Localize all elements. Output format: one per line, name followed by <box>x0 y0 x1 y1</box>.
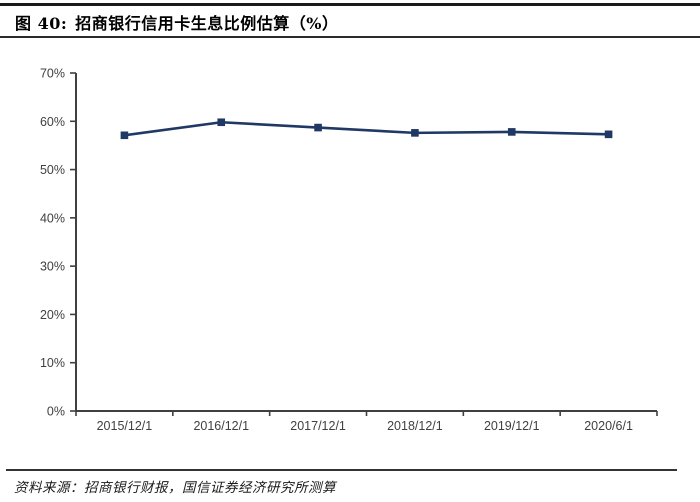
data-point-marker <box>507 128 516 136</box>
data-point-marker <box>217 118 226 127</box>
y-axis-label: 70% <box>40 67 65 81</box>
data-point-marker <box>604 130 613 139</box>
trend-line <box>124 120 609 137</box>
data-point-marker <box>120 131 129 140</box>
y-axis-label: 30% <box>40 260 65 274</box>
figure-title: 图 40: 招商银行信用卡生息比例估算（%） <box>15 10 685 34</box>
source-divider-rule <box>6 469 677 471</box>
x-axis-label: 2020/6/1 <box>584 419 633 433</box>
x-axis-label: 2015/12/1 <box>97 419 153 433</box>
y-axis-label: 60% <box>40 115 65 129</box>
x-axis-label: 2017/12/1 <box>290 419 346 433</box>
y-axis-label: 0% <box>47 405 65 419</box>
figure-number-label: 图 40: <box>15 14 68 33</box>
top-border-rule <box>0 3 700 6</box>
x-axis-label: 2019/12/1 <box>484 419 540 433</box>
y-axis-label: 20% <box>40 308 65 322</box>
axes <box>75 73 657 412</box>
figure-title-text: 招商银行信用卡生息比例估算（%） <box>75 14 339 33</box>
y-axis-label: 50% <box>40 163 65 177</box>
y-axis-label: 40% <box>40 211 65 225</box>
data-point-marker <box>314 123 322 132</box>
data-point-marker <box>411 129 419 137</box>
x-axis-label: 2018/12/1 <box>387 419 443 433</box>
x-axis-label: 2016/12/1 <box>193 419 249 433</box>
source-note: 资料来源：招商银行财报，国信证券经济研究所测算 <box>14 480 336 496</box>
line-chart: 0% 10% 20% 30% 40% 50% 60% 70% 2015/12/1 2016/12/… <box>40 67 658 433</box>
title-divider-rule <box>0 36 700 38</box>
y-axis-label: 10% <box>40 356 65 370</box>
